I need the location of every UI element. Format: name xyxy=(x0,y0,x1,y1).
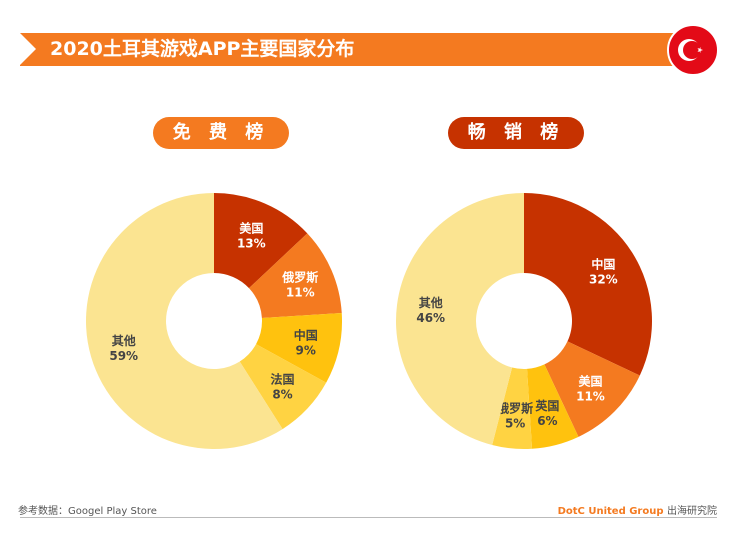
slice-label-1-3: 俄罗斯 xyxy=(496,401,533,416)
brand-name: DotC United Group xyxy=(557,506,664,517)
title-arrow-icon xyxy=(20,33,36,65)
slice-label-0-2: 中国 xyxy=(294,328,318,343)
slice-label-0-3: 法国 xyxy=(271,371,295,386)
slice-label-0-0: 美国 xyxy=(239,221,263,236)
slice-value-1-1: 11% xyxy=(576,389,605,403)
brand-sub: 出海研究院 xyxy=(667,506,717,517)
title-bar: 2020土耳其游戏APP主要国家分布 xyxy=(20,33,679,66)
brand-credit: DotC United Group 出海研究院 xyxy=(558,502,717,517)
donut-slice-0-2 xyxy=(256,312,342,383)
slice-label-1-2: 英国 xyxy=(535,398,559,413)
slice-value-1-0: 32% xyxy=(589,273,618,287)
slice-label-0-1: 俄罗斯 xyxy=(281,270,318,285)
donut-slice-1-2 xyxy=(527,364,579,449)
footer-divider xyxy=(20,517,717,518)
slice-value-1-4: 46% xyxy=(416,311,445,325)
turkey-flag-icon xyxy=(667,24,719,76)
slice-label-0-4: 其他 xyxy=(112,333,136,348)
slice-value-1-3: 5% xyxy=(505,417,525,431)
slice-label-1-0: 中国 xyxy=(591,257,615,272)
slice-value-0-4: 59% xyxy=(109,349,138,363)
donut-slice-0-4 xyxy=(85,193,283,449)
donut-slice-1-0 xyxy=(524,193,652,376)
slice-value-0-3: 8% xyxy=(272,387,292,401)
slice-label-1-1: 美国 xyxy=(578,373,602,388)
slice-value-0-0: 13% xyxy=(237,237,266,251)
slice-value-0-1: 11% xyxy=(286,286,315,300)
donut-slice-1-1 xyxy=(544,341,640,437)
donut-slice-1-3 xyxy=(492,367,533,449)
slice-value-0-2: 9% xyxy=(296,344,316,358)
donut-slice-0-0 xyxy=(214,193,308,289)
donut-slice-0-3 xyxy=(239,344,327,430)
donut-slice-1-4 xyxy=(396,193,524,445)
free-chart-title: 免 费 榜 xyxy=(153,117,289,149)
donut-slice-0-1 xyxy=(248,233,342,318)
slice-value-1-2: 6% xyxy=(537,414,557,428)
page-title: 2020土耳其游戏APP主要国家分布 xyxy=(50,38,355,60)
source-note: 参考数据：Googel Play Store xyxy=(18,506,157,517)
grossing-chart-title: 畅 销 榜 xyxy=(448,117,584,149)
slice-label-1-4: 其他 xyxy=(419,295,443,310)
